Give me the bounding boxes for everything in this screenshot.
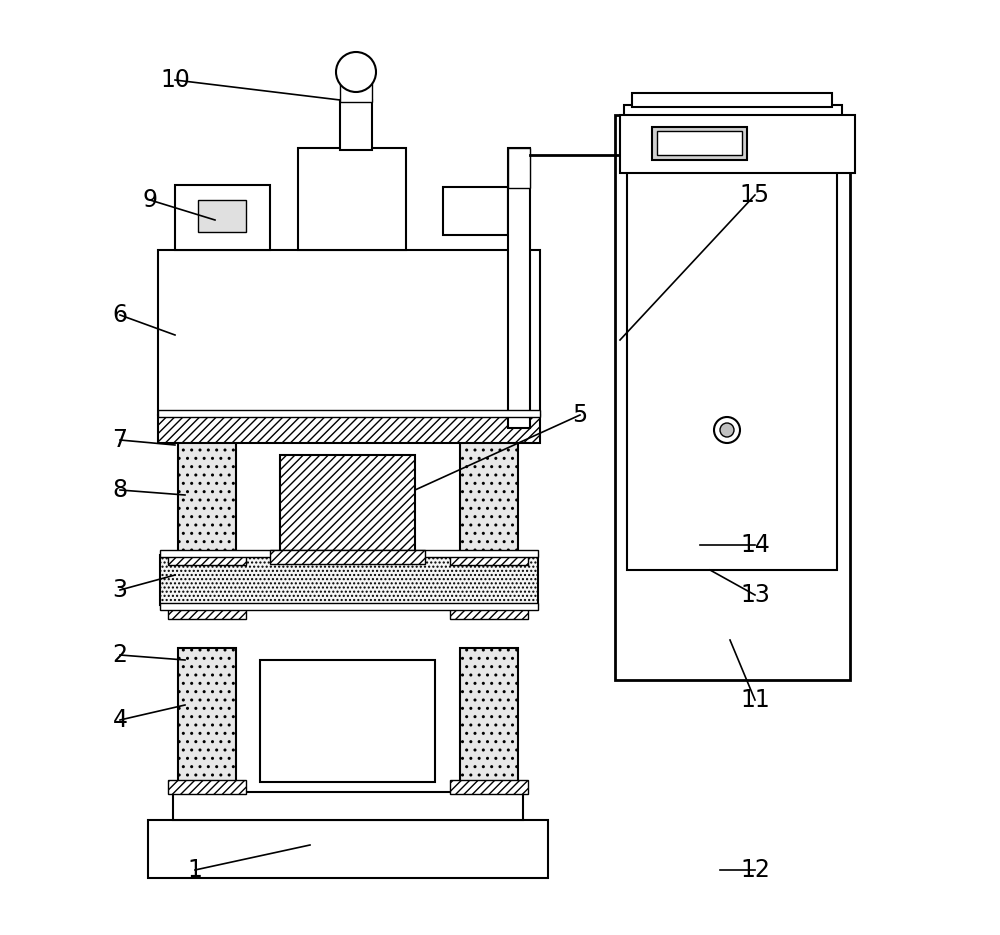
Bar <box>198 200 246 232</box>
Bar <box>168 428 246 442</box>
Text: 13: 13 <box>740 583 770 607</box>
Bar <box>450 428 528 442</box>
Bar <box>443 187 508 235</box>
Text: 9: 9 <box>143 188 158 212</box>
Text: 7: 7 <box>112 428 128 452</box>
Text: 4: 4 <box>112 708 128 732</box>
Bar <box>168 551 246 565</box>
Bar <box>280 455 415 555</box>
Bar <box>460 648 518 793</box>
Bar <box>178 440 236 555</box>
Bar <box>624 105 842 117</box>
Text: 14: 14 <box>740 533 770 557</box>
Bar <box>657 131 742 155</box>
Bar <box>450 780 528 794</box>
Bar <box>340 82 372 102</box>
Bar <box>508 148 530 188</box>
Bar <box>450 551 528 565</box>
Bar <box>627 170 837 570</box>
Bar <box>615 115 850 680</box>
Bar <box>175 185 270 250</box>
Bar <box>632 93 832 107</box>
Bar <box>168 605 246 619</box>
Bar <box>270 550 425 564</box>
Bar <box>160 603 538 610</box>
Circle shape <box>720 423 734 437</box>
Bar <box>652 127 747 160</box>
Text: 8: 8 <box>112 478 128 502</box>
Bar <box>260 660 435 782</box>
Bar <box>160 555 538 605</box>
Text: 1: 1 <box>188 858 202 882</box>
Bar <box>450 605 528 619</box>
Text: 10: 10 <box>160 68 190 92</box>
Bar <box>340 100 372 150</box>
Circle shape <box>336 52 376 92</box>
Bar <box>178 648 236 793</box>
Bar <box>168 780 246 794</box>
Bar <box>173 792 523 820</box>
Bar <box>158 250 540 415</box>
Text: 2: 2 <box>112 643 128 667</box>
Text: 3: 3 <box>112 578 128 602</box>
Circle shape <box>714 417 740 443</box>
Bar <box>508 148 530 428</box>
Bar <box>148 820 548 878</box>
Text: 5: 5 <box>572 403 588 427</box>
Text: 15: 15 <box>740 183 770 207</box>
Text: 12: 12 <box>740 858 770 882</box>
Bar <box>158 410 540 417</box>
Bar <box>620 115 855 173</box>
Text: 11: 11 <box>740 688 770 712</box>
Bar <box>460 440 518 555</box>
Text: 6: 6 <box>112 303 128 327</box>
Bar <box>158 415 540 443</box>
Bar <box>298 148 406 250</box>
Bar <box>160 550 538 557</box>
